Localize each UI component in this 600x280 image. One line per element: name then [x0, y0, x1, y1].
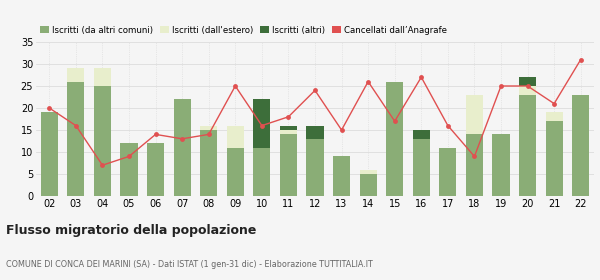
Bar	[307, 139, 323, 196]
Bar	[413, 139, 430, 196]
Bar	[307, 126, 323, 139]
Bar	[359, 174, 377, 196]
Bar	[227, 126, 244, 148]
Bar	[545, 112, 563, 121]
Bar	[413, 130, 430, 139]
Bar	[147, 143, 164, 196]
Bar	[121, 143, 137, 196]
Bar	[280, 126, 297, 130]
Bar	[227, 148, 244, 196]
Bar	[359, 170, 377, 174]
Text: Flusso migratorio della popolazione: Flusso migratorio della popolazione	[6, 224, 256, 237]
Bar	[200, 126, 217, 130]
Bar	[200, 130, 217, 196]
Bar	[493, 134, 509, 196]
Legend: Iscritti (da altri comuni), Iscritti (dall'estero), Iscritti (altri), Cancellati: Iscritti (da altri comuni), Iscritti (da…	[40, 25, 448, 35]
Bar	[386, 81, 403, 196]
Bar	[545, 121, 563, 196]
Bar	[253, 148, 271, 196]
Bar	[439, 148, 457, 196]
Bar	[41, 112, 58, 196]
Bar	[572, 95, 589, 196]
Bar	[253, 99, 271, 148]
Bar	[519, 86, 536, 95]
Bar	[173, 99, 191, 196]
Bar	[466, 95, 483, 134]
Text: COMUNE DI CONCA DEI MARINI (SA) - Dati ISTAT (1 gen-31 dic) - Elaborazione TUTTI: COMUNE DI CONCA DEI MARINI (SA) - Dati I…	[6, 260, 373, 269]
Bar	[466, 134, 483, 196]
Bar	[280, 130, 297, 134]
Bar	[94, 86, 111, 196]
Bar	[67, 68, 85, 81]
Bar	[519, 95, 536, 196]
Bar	[94, 68, 111, 86]
Bar	[333, 157, 350, 196]
Bar	[280, 134, 297, 196]
Bar	[519, 77, 536, 86]
Bar	[67, 81, 85, 196]
